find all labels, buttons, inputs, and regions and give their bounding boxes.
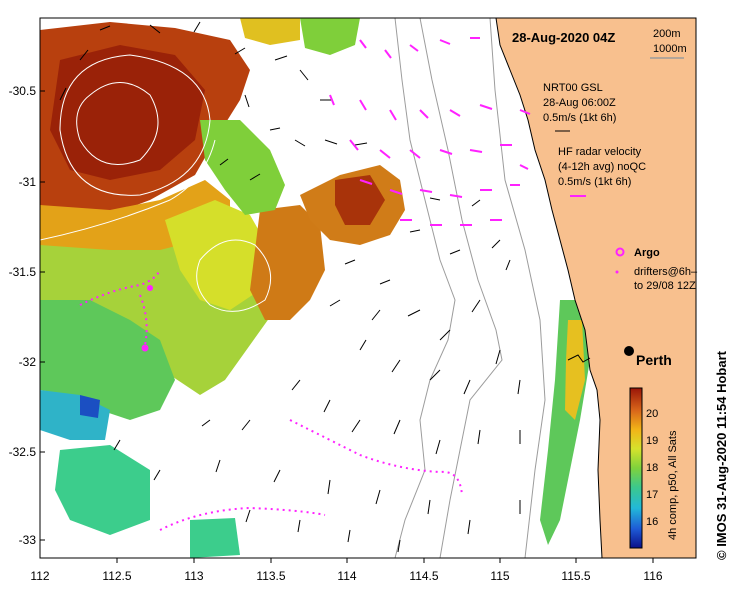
- legend-nrt-line3: 0.5m/s (1kt 6h): [543, 112, 616, 124]
- y-tick-marks: [40, 90, 45, 541]
- drifter-tracks: [79, 269, 463, 531]
- x-tick: 113: [184, 569, 203, 583]
- plot-border: [39, 17, 697, 559]
- credit-label: © IMOS 31-Aug-2020 11:54 Hobart: [714, 350, 729, 560]
- x-tick-marks: [116, 558, 654, 563]
- colorbar-label: 4h comp, p50, All Sats: [667, 430, 679, 540]
- colorbar-tick-17: 17: [646, 489, 658, 501]
- y-axis: -30.5 -31 -31.5 -32 -32.5 -33: [9, 84, 37, 547]
- y-tick: -32.5: [9, 445, 37, 459]
- sst-field: [40, 18, 612, 558]
- y-tick: -31: [19, 175, 37, 189]
- legend-argo-marker: [615, 247, 625, 257]
- argo-markers: [141, 285, 153, 352]
- hf-radar-vectors: [329, 37, 531, 226]
- x-tick: 115: [490, 569, 509, 583]
- y-tick: -33: [19, 533, 37, 547]
- x-tick: 116: [643, 569, 662, 583]
- colorbar-tick-19: 19: [646, 435, 658, 447]
- x-axis: 112 112.5 113 113.5 114 114.5 115 115.5 …: [30, 569, 662, 583]
- colorbar-tick-18: 18: [646, 462, 658, 474]
- y-tick: -30.5: [9, 84, 37, 98]
- current-vectors: [59, 21, 521, 553]
- coast-detail: [567, 354, 591, 363]
- y-tick: -32: [19, 355, 37, 369]
- colorbar: [629, 387, 643, 549]
- legend-drifter-marker: [615, 270, 619, 274]
- legend-hf-line3: 0.5m/s (1kt 6h): [558, 176, 631, 188]
- colorbar-tick-20: 20: [646, 408, 658, 420]
- y-tick: -31.5: [9, 265, 37, 279]
- isobath-label-200: 200m: [653, 28, 681, 40]
- legend-hf-line1: HF radar velocity: [558, 146, 642, 158]
- city-label: Perth: [636, 352, 672, 368]
- sst-contours: [40, 54, 272, 312]
- x-tick: 112.5: [102, 569, 131, 583]
- isobaths: [394, 18, 546, 558]
- legend-hf-line2: (4-12h avg) noQC: [558, 161, 646, 173]
- x-tick: 113.5: [256, 569, 285, 583]
- land: [495, 18, 696, 558]
- legend-nrt-line1: NRT00 GSL: [543, 82, 603, 94]
- legend-nrt-line2: 28-Aug 06:00Z: [543, 97, 616, 109]
- isobath-label-1000: 1000m: [653, 43, 687, 55]
- legend-argo: Argo: [634, 247, 660, 259]
- legend-drifters-line2: to 29/08 12Z: [634, 280, 696, 292]
- x-tick: 112: [30, 569, 49, 583]
- map-title: 28-Aug-2020 04Z: [512, 30, 615, 45]
- x-tick: 114.5: [409, 569, 438, 583]
- colorbar-tick-16: 16: [646, 516, 658, 528]
- perth-marker: [624, 346, 634, 356]
- x-tick: 114: [337, 569, 356, 583]
- legend-drifters-line1: drifters@6h–: [634, 266, 698, 278]
- x-tick: 115.5: [561, 569, 590, 583]
